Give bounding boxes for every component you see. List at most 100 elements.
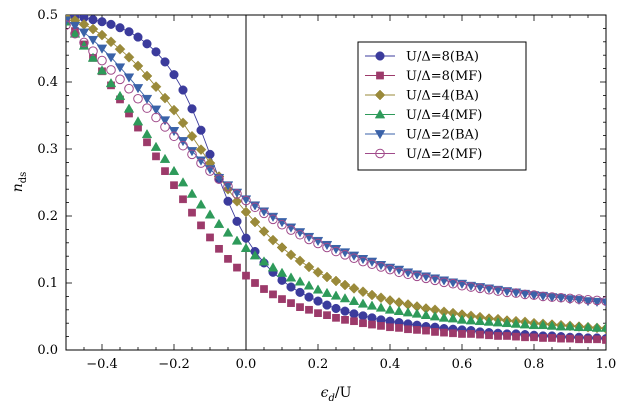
data-point [557,334,565,343]
data-point [340,250,350,260]
data-point [69,21,81,32]
data-point [357,286,369,298]
data-point [457,280,467,291]
data-point [304,234,314,245]
data-point [251,279,259,287]
data-point [141,70,153,82]
data-point [96,65,108,75]
data-point [79,37,89,48]
data-point [168,165,180,175]
data-point [213,218,225,228]
data-point [259,208,269,219]
data-point [159,116,171,126]
data-point [465,315,477,325]
data-point [465,281,477,291]
data-point [422,326,430,335]
data-point [267,262,279,272]
data-point [348,295,360,305]
data-point [474,283,486,293]
data-point [240,206,252,218]
data-point [512,332,520,341]
data-point [359,319,367,328]
data-point [286,225,296,235]
data-point [420,309,432,320]
legend-label: U/Δ=2(MF) [406,147,482,162]
series-layer [66,15,606,344]
data-point [330,290,342,300]
y-tick-label: 0.2 [37,209,58,224]
x-tick-label: 0.2 [308,357,329,372]
data-point [303,232,315,243]
data-point [241,195,251,206]
data-point [591,322,603,332]
data-point [232,189,242,199]
data-point [204,209,216,219]
data-point [294,255,306,267]
data-point [296,303,304,311]
data-point [303,280,315,290]
data-point [143,138,151,147]
x-tick-label: −0.4 [86,357,118,372]
data-point [250,202,260,213]
data-point [483,316,495,326]
data-point [179,195,187,204]
data-point [222,227,234,237]
data-point [97,55,107,66]
data-point [483,284,495,294]
legend-marker [376,71,384,80]
legend-marker [374,130,386,140]
data-point [206,233,214,242]
data-point [601,296,606,306]
data-point [384,295,396,306]
data-point [368,320,376,329]
data-point [440,328,448,337]
data-point [285,249,297,261]
data-point [285,272,297,282]
data-point [276,267,288,277]
data-point [295,229,305,240]
data-point [240,195,252,205]
data-point [484,284,494,295]
data-point [332,313,340,322]
y-tick-label: 0.3 [37,142,58,157]
y-axis-label: nds [10,172,29,193]
data-point [393,265,405,275]
data-point [385,264,395,275]
data-point [178,140,188,151]
legend-label: U/Δ=8(MF) [406,69,482,84]
data-point [188,208,196,217]
data-point [160,122,170,132]
data-point [106,65,116,75]
data-point [285,223,297,233]
data-point [377,322,385,330]
data-point [124,27,134,37]
data-point [205,166,215,176]
data-point [555,321,567,331]
data-point [150,141,162,151]
data-point [159,92,171,104]
data-point [258,226,270,237]
data-point [593,335,601,344]
data-point [249,216,261,228]
data-point [386,323,394,332]
data-point [348,251,360,261]
data-point [456,314,468,324]
data-point [413,326,421,334]
data-point [358,311,368,321]
data-point [196,125,206,135]
data-point [287,299,295,307]
data-point [186,130,198,142]
data-point [115,74,125,85]
data-point [430,275,440,286]
data-point [529,290,539,300]
data-point [87,23,99,35]
data-point [242,271,250,280]
data-point [501,287,513,297]
data-point [367,259,377,270]
data-point [141,94,153,105]
data-point [195,156,207,166]
data-point [339,248,351,258]
legend-marker [375,51,385,61]
data-point [177,177,189,187]
